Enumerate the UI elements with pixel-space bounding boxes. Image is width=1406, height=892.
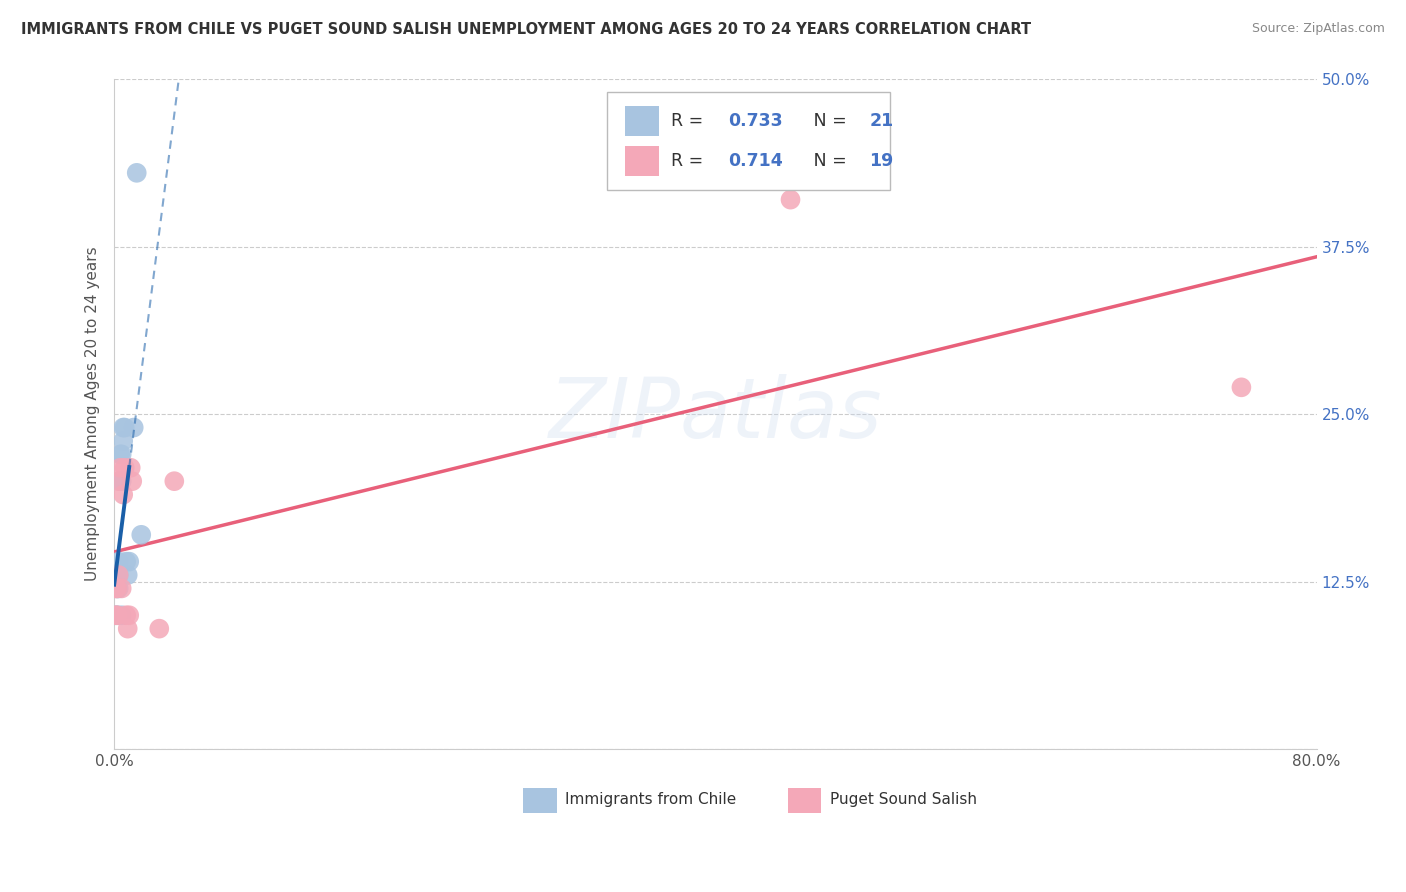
Point <box>104 568 127 582</box>
Text: N =: N = <box>797 152 852 169</box>
Text: 19: 19 <box>869 152 894 169</box>
Point <box>104 608 127 623</box>
Point <box>115 608 138 623</box>
Point <box>105 582 128 596</box>
Point <box>107 582 129 596</box>
Point <box>118 555 141 569</box>
Bar <box>523 788 557 813</box>
Point <box>105 608 128 623</box>
Point <box>121 474 143 488</box>
Point <box>163 474 186 488</box>
Point <box>111 474 134 488</box>
Point <box>118 608 141 623</box>
Point <box>114 420 136 434</box>
Text: ZIPatlas: ZIPatlas <box>548 374 882 455</box>
FancyBboxPatch shape <box>607 93 890 190</box>
Text: 21: 21 <box>869 112 894 130</box>
Bar <box>787 788 821 813</box>
Point <box>104 608 127 623</box>
Point <box>117 568 139 582</box>
Text: Immigrants from Chile: Immigrants from Chile <box>565 792 737 807</box>
Point <box>112 487 135 501</box>
Point <box>120 460 142 475</box>
Point <box>115 555 138 569</box>
Text: N =: N = <box>797 112 852 130</box>
Point <box>112 420 135 434</box>
Text: 0.733: 0.733 <box>728 112 783 130</box>
Point <box>122 420 145 434</box>
Point <box>1230 380 1253 394</box>
Point <box>111 582 134 596</box>
Point <box>125 166 148 180</box>
Text: R =: R = <box>671 112 709 130</box>
Point <box>111 608 134 623</box>
Text: Source: ZipAtlas.com: Source: ZipAtlas.com <box>1251 22 1385 36</box>
Point <box>112 434 135 448</box>
Point <box>779 193 801 207</box>
Point <box>107 474 129 488</box>
Point <box>107 568 129 582</box>
Text: R =: R = <box>671 152 709 169</box>
Point <box>105 608 128 623</box>
Text: IMMIGRANTS FROM CHILE VS PUGET SOUND SALISH UNEMPLOYMENT AMONG AGES 20 TO 24 YEA: IMMIGRANTS FROM CHILE VS PUGET SOUND SAL… <box>21 22 1031 37</box>
Point <box>107 568 129 582</box>
Text: 0.714: 0.714 <box>728 152 783 169</box>
Text: Puget Sound Salish: Puget Sound Salish <box>830 792 977 807</box>
Point <box>114 460 136 475</box>
Bar <box>626 145 659 176</box>
Point <box>105 582 128 596</box>
Point <box>107 555 129 569</box>
Point <box>104 582 127 596</box>
Point <box>117 622 139 636</box>
Point <box>108 447 131 461</box>
Point <box>108 460 131 475</box>
Point <box>111 447 134 461</box>
Bar <box>626 106 659 136</box>
Point <box>105 568 128 582</box>
Y-axis label: Unemployment Among Ages 20 to 24 years: Unemployment Among Ages 20 to 24 years <box>86 247 100 582</box>
Point <box>148 622 170 636</box>
Point <box>129 528 152 542</box>
Point <box>108 474 131 488</box>
